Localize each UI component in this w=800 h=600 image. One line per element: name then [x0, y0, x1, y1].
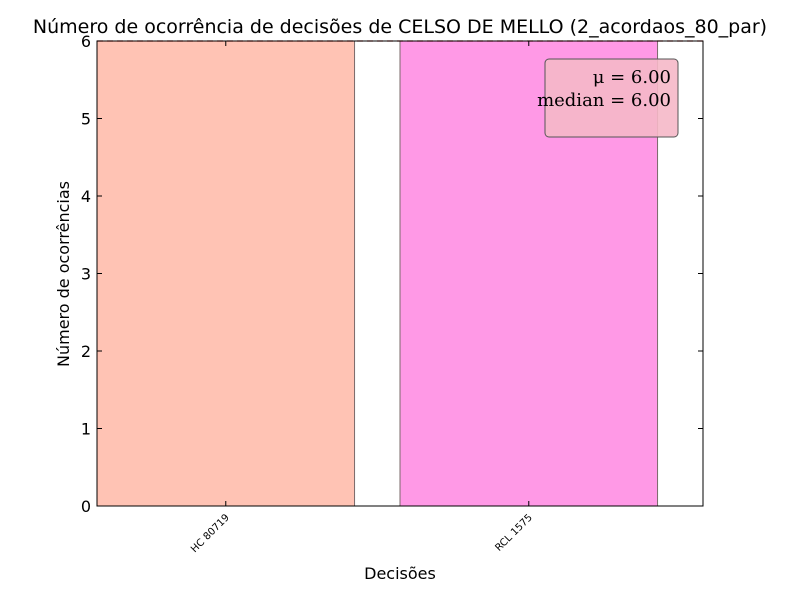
bar-0 — [96, 40, 356, 507]
y-tick-label: 1 — [81, 420, 91, 439]
y-tick-label: 4 — [81, 187, 91, 206]
x-tick-label: RCL 1575 — [493, 512, 534, 553]
y-tick-label: 6 — [81, 32, 91, 51]
stats-legend: μ = 6.00 median = 6.00 — [537, 58, 679, 138]
y-axis-ticks: 0 1 2 3 4 5 6 — [81, 32, 703, 516]
y-tick-label: 5 — [81, 110, 91, 129]
x-tick-label: HC 80719 — [189, 512, 232, 555]
stats-legend-box — [544, 58, 679, 138]
y-tick-label: 3 — [81, 265, 91, 284]
mean-text: μ = 6.00 — [593, 67, 671, 88]
y-tick-label: 0 — [81, 497, 91, 516]
chart-title: Número de ocorrência de decisões de CELS… — [33, 16, 767, 38]
y-tick-label: 2 — [81, 342, 91, 361]
y-axis-label: Número de ocorrências — [54, 181, 73, 367]
x-axis-label: Decisões — [364, 564, 436, 583]
median-text: median = 6.00 — [537, 90, 671, 111]
